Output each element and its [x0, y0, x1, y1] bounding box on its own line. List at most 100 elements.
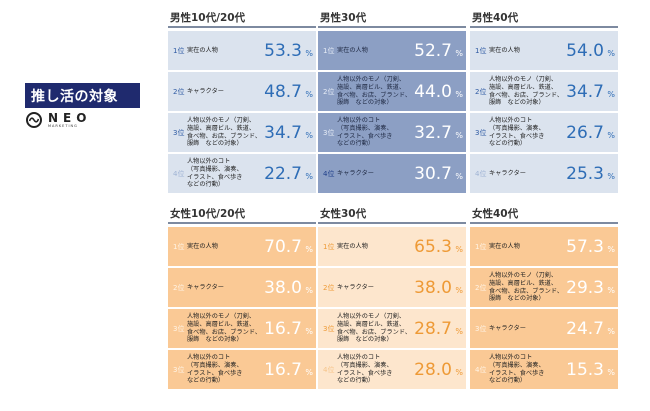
- ranking-row: 4位 キャラクター 30.7%: [318, 154, 466, 193]
- percent-sign: %: [607, 89, 615, 99]
- percentage-value: 38.0: [264, 277, 302, 298]
- slide-title: 推し活の対象: [25, 83, 140, 108]
- percentage-value: 16.7: [264, 359, 302, 380]
- item-label: キャラクター: [187, 87, 224, 95]
- percentage-value: 34.7: [566, 81, 604, 102]
- ranking-row: 1位 実在の人物 53.3%: [168, 31, 316, 70]
- rank-label: 3位: [173, 324, 185, 333]
- item-label: キャラクター: [337, 283, 374, 291]
- percent-sign: %: [607, 367, 615, 377]
- rank-label: 2位: [173, 87, 185, 96]
- item-label: 人物以外のコト （写真撮影、演奏、 イラスト、食べ歩き などの行動）: [187, 158, 243, 189]
- rank-label: 1位: [475, 46, 487, 55]
- percent-sign: %: [607, 171, 615, 181]
- percent-sign: %: [305, 130, 313, 140]
- item-label: 実在の人物: [489, 46, 520, 54]
- rank-label: 2位: [323, 87, 335, 96]
- ranking-row: 3位 キャラクター 24.7%: [470, 309, 618, 348]
- ranking-row: 4位 人物以外のコト （写真撮影、演奏、 イラスト、食べ歩き などの行動） 15.3…: [470, 350, 618, 389]
- percentage-value: 24.7: [566, 318, 604, 339]
- ranking-row: 4位 キャラクター 25.3%: [470, 154, 618, 193]
- column-header: 女性30代: [318, 206, 466, 224]
- percentage-value: 26.7: [566, 122, 604, 143]
- item-label: 実在の人物: [337, 242, 368, 250]
- ranking-row: 3位 人物以外のモノ（刀剣、 施設、高層ビル、鉄道、 食べ物、お店、ブランド、 服…: [168, 113, 316, 152]
- percentage-value: 30.7: [414, 163, 452, 184]
- rank-label: 2位: [475, 87, 487, 96]
- percent-sign: %: [455, 171, 463, 181]
- item-label: 実在の人物: [187, 46, 218, 54]
- item-label: キャラクター: [489, 169, 526, 177]
- percent-sign: %: [455, 48, 463, 58]
- rank-label: 4位: [323, 365, 335, 374]
- rank-label: 2位: [475, 283, 487, 292]
- percent-sign: %: [455, 89, 463, 99]
- percent-sign: %: [305, 171, 313, 181]
- percentage-value: 44.0: [414, 81, 452, 102]
- percent-sign: %: [305, 244, 313, 254]
- male-40s-column: 男性40代 1位 実在の人物 54.0% 2位 人物以外のモノ（刀剣、 施設、高層ビル、鉄…: [470, 10, 618, 195]
- item-label: 人物以外のコト （写真撮影、演奏、 イラスト、食べ歩き などの行動）: [489, 354, 545, 385]
- percent-sign: %: [455, 130, 463, 140]
- percentage-value: 16.7: [264, 318, 302, 339]
- column-header: 男性10代/20代: [168, 10, 316, 28]
- ranking-row: 2位 人物以外のモノ（刀剣、 施設、高層ビル、鉄道、 食べ物、お店、ブランド、 服…: [470, 268, 618, 307]
- percentage-value: 65.3: [414, 236, 452, 257]
- percent-sign: %: [305, 89, 313, 99]
- male-10s-20s-column: 男性10代/20代 1位 実在の人物 53.3% 2位 キャラクター 48.7% 3位 人物以外…: [168, 10, 316, 195]
- neo-marketing-logo: NEO MARKETING: [26, 112, 91, 129]
- male-30s-column: 男性30代 1位 実在の人物 52.7% 2位 人物以外のモノ（刀剣、 施設、高層ビル、鉄…: [318, 10, 466, 195]
- rank-label: 4位: [475, 169, 487, 178]
- percent-sign: %: [607, 285, 615, 295]
- female-10s-20s-column: 女性10代/20代 1位 実在の人物 70.7% 2位 キャラクター 38.0% 3位 人物以外…: [168, 206, 316, 391]
- ranking-row: 3位 人物以外のモノ（刀剣、 施設、高層ビル、鉄道、 食べ物、お店、ブランド、 服…: [168, 309, 316, 348]
- percentage-value: 52.7: [414, 40, 452, 61]
- percentage-value: 28.0: [414, 359, 452, 380]
- item-label: 人物以外のコト （写真撮影、演奏、 イラスト、食べ歩き などの行動）: [187, 354, 243, 385]
- ranking-row: 1位 実在の人物 54.0%: [470, 31, 618, 70]
- ranking-row: 2位 キャラクター 38.0%: [318, 268, 466, 307]
- percentage-value: 48.7: [264, 81, 302, 102]
- percentage-value: 29.3: [566, 277, 604, 298]
- percent-sign: %: [305, 326, 313, 336]
- percentage-value: 34.7: [264, 122, 302, 143]
- ranking-row: 1位 実在の人物 57.3%: [470, 227, 618, 266]
- percent-sign: %: [455, 367, 463, 377]
- item-label: 人物以外のコト （写真撮影、演奏、 イラスト、食べ歩き などの行動）: [337, 354, 393, 385]
- percentage-value: 70.7: [264, 236, 302, 257]
- ranking-row: 1位 実在の人物 70.7%: [168, 227, 316, 266]
- ranking-list: 1位 実在の人物 70.7% 2位 キャラクター 38.0% 3位 人物以外のモノ（刀剣、 施…: [168, 227, 316, 389]
- ranking-list: 1位 実在の人物 53.3% 2位 キャラクター 48.7% 3位 人物以外のモノ（刀剣、 施…: [168, 31, 316, 193]
- item-label: 人物以外のモノ（刀剣、 施設、高層ビル、鉄道、 食べ物、お店、ブランド、 服飾 …: [337, 76, 412, 107]
- column-header: 男性40代: [470, 10, 618, 28]
- rank-label: 4位: [475, 365, 487, 374]
- item-label: 人物以外のモノ（刀剣、 施設、高層ビル、鉄道、 食べ物、お店、ブランド、 服飾 …: [187, 313, 262, 344]
- percentage-value: 32.7: [414, 122, 452, 143]
- item-label: 実在の人物: [337, 46, 368, 54]
- rank-label: 1位: [173, 46, 185, 55]
- rank-label: 4位: [323, 169, 335, 178]
- rank-label: 3位: [475, 324, 487, 333]
- item-label: 人物以外のコト （写真撮影、演奏、 イラスト、食べ歩き などの行動）: [337, 117, 393, 148]
- ranking-list: 1位 実在の人物 57.3% 2位 人物以外のモノ（刀剣、 施設、高層ビル、鉄道、 食べ…: [470, 227, 618, 389]
- percentage-value: 25.3: [566, 163, 604, 184]
- percent-sign: %: [607, 326, 615, 336]
- item-label: キャラクター: [187, 283, 224, 291]
- ranking-list: 1位 実在の人物 52.7% 2位 人物以外のモノ（刀剣、 施設、高層ビル、鉄道、 食べ…: [318, 31, 466, 193]
- percent-sign: %: [305, 367, 313, 377]
- ranking-row: 1位 実在の人物 52.7%: [318, 31, 466, 70]
- ranking-row: 2位 キャラクター 38.0%: [168, 268, 316, 307]
- ranking-row: 3位 人物以外のモノ（刀剣、 施設、高層ビル、鉄道、 食べ物、お店、ブランド、 服…: [318, 309, 466, 348]
- ranking-row: 3位 人物以外のコト （写真撮影、演奏、 イラスト、食べ歩き などの行動） 16.7…: [168, 350, 316, 389]
- wave-logo-icon: [26, 112, 42, 129]
- column-header: 女性40代: [470, 206, 618, 224]
- percent-sign: %: [455, 244, 463, 254]
- percentage-value: 22.7: [264, 163, 302, 184]
- ranking-row: 4位 人物以外のコト （写真撮影、演奏、 イラスト、食べ歩き などの行動） 28.0…: [318, 350, 466, 389]
- ranking-row: 3位 人物以外のコト （写真撮影、演奏、 イラスト、食べ歩き などの行動） 26.7…: [470, 113, 618, 152]
- item-label: 人物以外のモノ（刀剣、 施設、高層ビル、鉄道、 食べ物、お店、ブランド、 服飾 …: [337, 313, 412, 344]
- logo-subtitle: MARKETING: [48, 124, 78, 128]
- rank-label: 1位: [475, 242, 487, 251]
- ranking-row: 2位 人物以外のモノ（刀剣、 施設、高層ビル、鉄道、 食べ物、お店、ブランド、 服…: [318, 72, 466, 111]
- percent-sign: %: [455, 326, 463, 336]
